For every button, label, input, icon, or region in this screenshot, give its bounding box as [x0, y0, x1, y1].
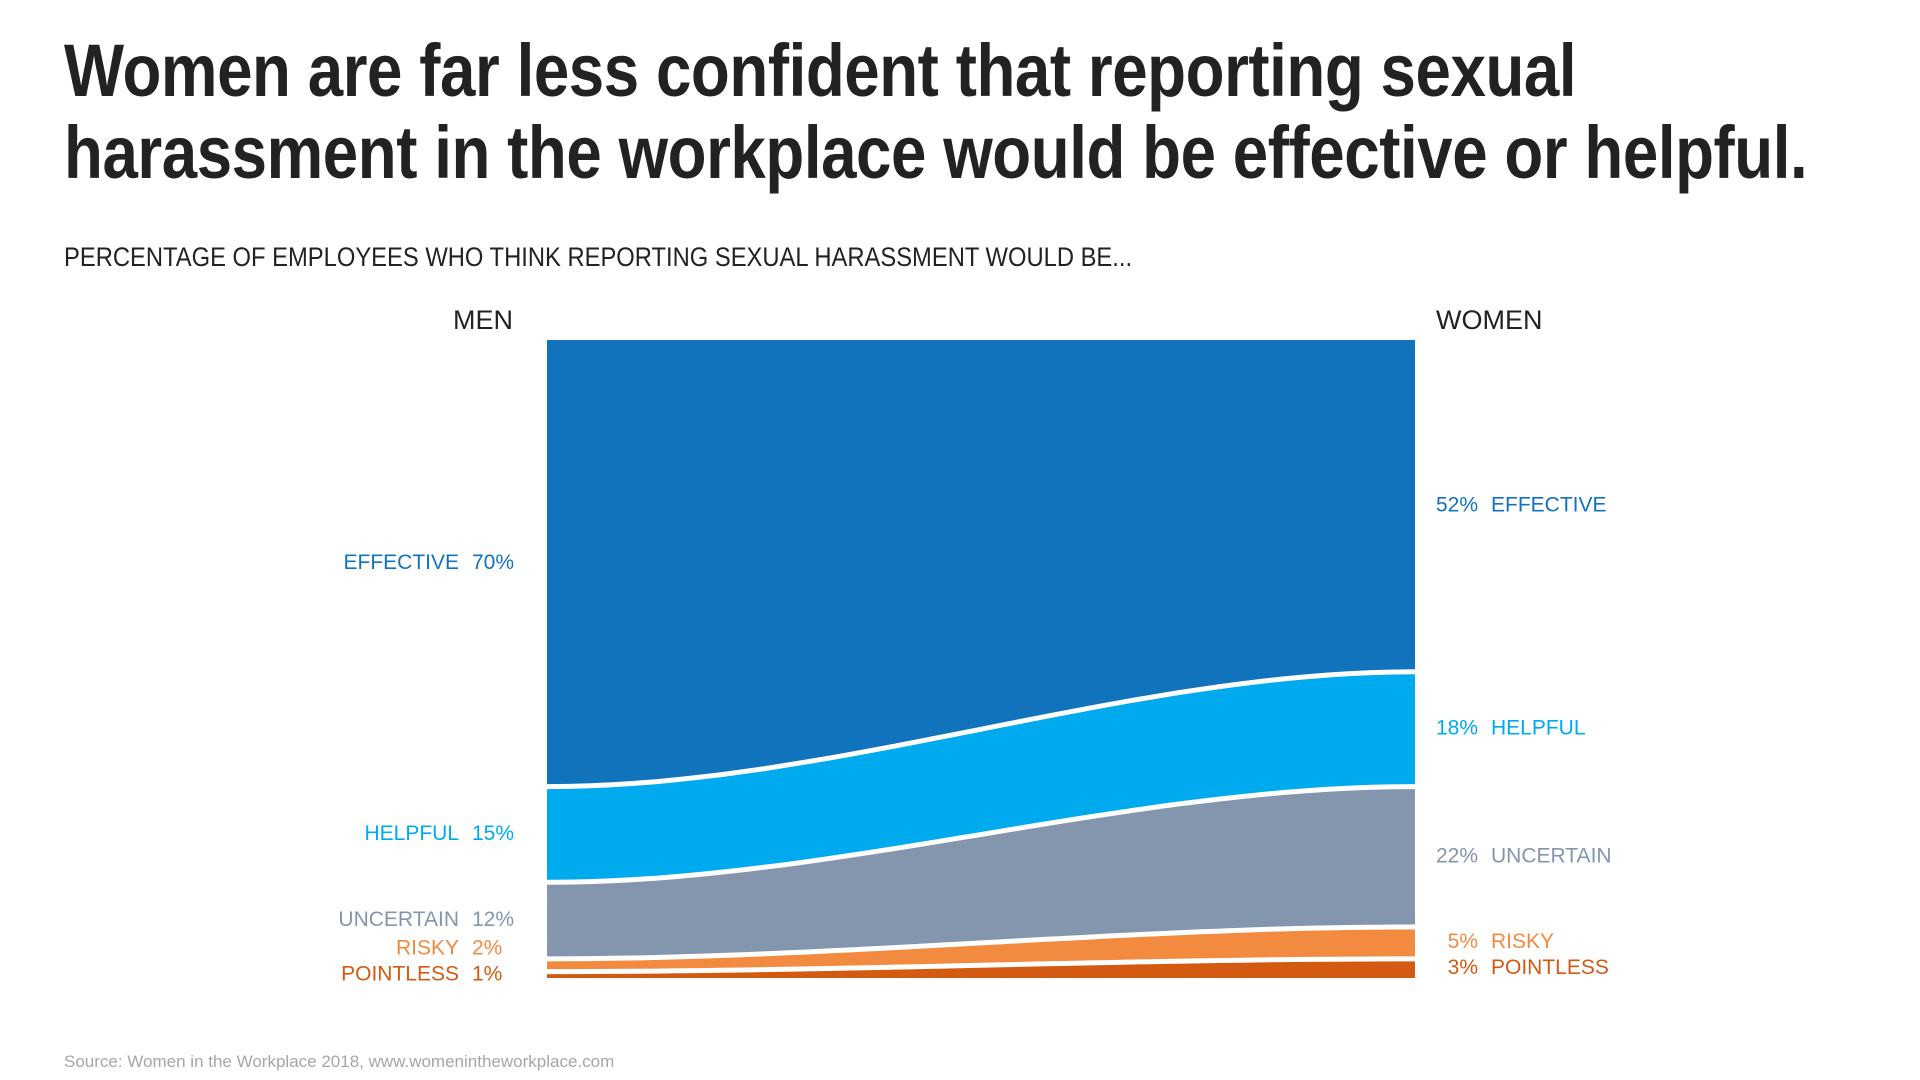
column-header-women: WOMEN	[1436, 305, 1542, 335]
women-value-pointless: 3%	[1448, 956, 1478, 979]
band-risky	[547, 929, 1415, 970]
women-value-uncertain: 22%	[1436, 844, 1478, 867]
women-label-risky: RISKY	[1491, 930, 1554, 953]
men-value-uncertain: 12%	[472, 908, 514, 931]
men-value-helpful: 15%	[472, 822, 514, 845]
chart-title-line-1: Women are far less confident that report…	[64, 29, 1577, 112]
women-label-helpful: HELPFUL	[1491, 717, 1586, 740]
chart-title: Women are far less confident that report…	[64, 29, 1808, 194]
source-note: Source: Women in the Workplace 2018, www…	[64, 1052, 615, 1071]
band-effective	[547, 340, 1415, 785]
band-uncertain	[547, 789, 1415, 957]
column-header-men: MEN	[453, 305, 513, 335]
men-label-pointless: POINTLESS	[341, 962, 459, 985]
men-label-risky: RISKY	[396, 936, 459, 959]
women-label-uncertain: UNCERTAIN	[1491, 844, 1612, 867]
chart-title-line-2: harassment in the workplace would be eff…	[64, 111, 1808, 194]
men-label-uncertain: UNCERTAIN	[338, 908, 459, 931]
women-value-risky: 5%	[1448, 930, 1478, 953]
women-value-effective: 52%	[1436, 493, 1478, 516]
women-label-pointless: POINTLESS	[1491, 956, 1609, 979]
women-value-helpful: 18%	[1436, 717, 1478, 740]
men-value-effective: 70%	[472, 551, 514, 574]
band-pointless	[547, 961, 1415, 978]
men-value-risky: 2%	[472, 936, 502, 959]
band-helpful	[547, 674, 1415, 880]
women-label-effective: EFFECTIVE	[1491, 493, 1607, 516]
men-label-helpful: HELPFUL	[364, 822, 459, 845]
men-value-pointless: 1%	[472, 962, 502, 985]
chart-subtitle: PERCENTAGE OF EMPLOYEES WHO THINK REPORT…	[64, 242, 1133, 272]
men-label-effective: EFFECTIVE	[343, 551, 459, 574]
